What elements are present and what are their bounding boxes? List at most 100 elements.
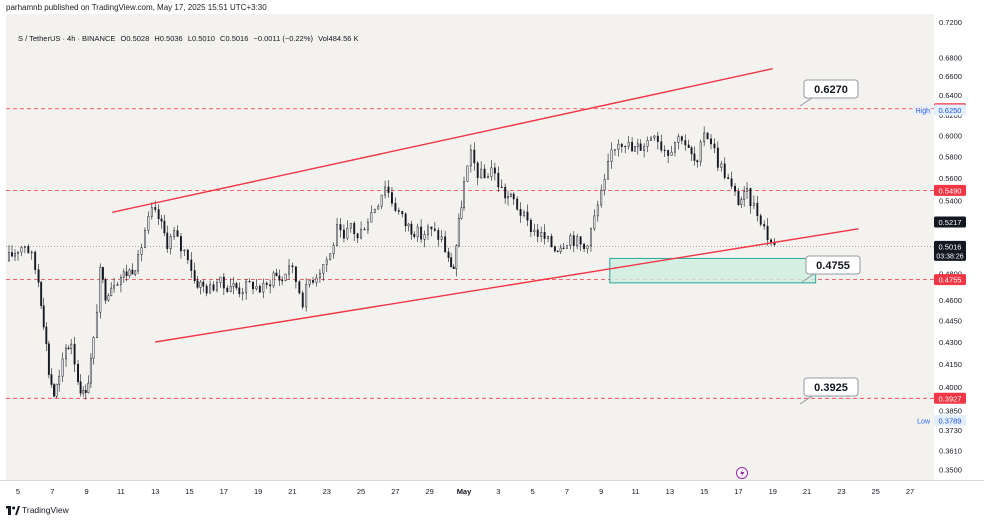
candle-body-209 [684, 140, 687, 146]
candle-body-47 [147, 216, 150, 231]
time-tick-2: 9 [85, 487, 89, 496]
candle-body-6 [27, 246, 30, 254]
callout-label-2: 0.3925 [814, 382, 848, 394]
candle-body-159 [516, 198, 519, 210]
candle-body-100 [322, 264, 325, 274]
candle-body-16 [55, 383, 58, 397]
time-tick-24: 23 [837, 487, 845, 496]
price-chart[interactable]: 0.6270 0.4755 0.3925 High Low [6, 14, 934, 480]
candle-body-96 [308, 280, 311, 285]
time-axis[interactable]: 5 7 9 11 13 15 17 19 21 23 25 27 29 May 3 5 7 9 11 13 15 17 19… [0, 480, 984, 499]
candle-body-232 [759, 215, 762, 225]
price-axis[interactable]: 0.72000.68000.66000.64000.62000.60000.58… [934, 14, 984, 480]
time-tick-15: 5 [531, 487, 535, 496]
candle-body-26 [84, 390, 87, 393]
candle-body-124 [404, 213, 407, 227]
candle-body-132 [430, 226, 433, 230]
candle-body-44 [137, 254, 140, 272]
candle-body-234 [766, 225, 769, 241]
candle-body-230 [752, 202, 755, 207]
candle-body-12 [45, 326, 48, 345]
candle-body-50 [157, 209, 160, 220]
candle-body-69 [219, 276, 222, 283]
candle-body-98 [315, 277, 318, 283]
candle-body-85 [272, 272, 275, 287]
candle-body-131 [427, 226, 429, 235]
time-tick-26: 27 [906, 487, 914, 496]
price-tick-19: 0.3500 [939, 466, 962, 475]
candle-body-185 [603, 178, 606, 191]
time-tick-5: 15 [185, 487, 193, 496]
candle-body-71 [226, 287, 229, 292]
price-tick-3: 0.6400 [939, 91, 962, 100]
time-tick-1: 7 [50, 487, 54, 496]
candle-body-195 [636, 143, 639, 147]
level-badge-2 [934, 274, 966, 286]
candle-body-189 [617, 143, 620, 150]
footer-brand: TradingView [22, 505, 69, 515]
candle-body-176 [572, 235, 575, 246]
level-badge-text-3: 0.3927 [939, 394, 962, 403]
candle-body-14 [50, 374, 53, 385]
candle-body-41 [128, 269, 131, 277]
candle-body-198 [646, 140, 649, 147]
candle-body-52 [163, 220, 166, 234]
candle-body-226 [740, 199, 743, 205]
legend-high: H0.5036 [154, 34, 183, 43]
candle-body-68 [216, 282, 218, 291]
candle-body-210 [687, 144, 690, 148]
legend-symbol: S / TetherUS · 4h · BINANCE [18, 34, 116, 43]
time-tick-6: 17 [220, 487, 228, 496]
candle-body-55 [173, 230, 176, 237]
candle-body-24 [79, 381, 82, 394]
candle-body-199 [650, 137, 652, 141]
candle-body-65 [205, 285, 208, 294]
high-label-bg [912, 104, 932, 116]
legend-open: O0.5028 [120, 34, 150, 43]
candle-body-93 [298, 281, 301, 294]
candle-body-97 [312, 280, 314, 283]
legend-volume: Vol484.56 K [318, 34, 359, 43]
candle-body-101 [325, 259, 328, 265]
candle-body-74 [235, 283, 238, 289]
candle-body-200 [653, 135, 656, 139]
candle-body-116 [377, 205, 380, 210]
candle-body-5 [23, 246, 26, 248]
level-badge-3 [934, 392, 966, 404]
candle-body-36 [113, 285, 116, 289]
candle-body-169 [550, 235, 553, 248]
candle-body-110 [356, 233, 359, 239]
price-badge-text-2: 0.5016 [939, 242, 962, 251]
candle-body-167 [543, 231, 546, 239]
candle-body-109 [353, 222, 356, 234]
time-tick-16: 7 [565, 487, 569, 496]
candle-body-155 [504, 186, 507, 199]
candle-body-156 [507, 196, 509, 199]
legend-change: −0.0011 (−0.22%) [253, 34, 314, 43]
candle-body-31 [99, 267, 102, 313]
channel-upper-line [112, 67, 773, 213]
price-tick-17: 0.3730 [939, 426, 962, 435]
candle-body-194 [634, 146, 636, 152]
candle-body-164 [533, 229, 536, 232]
candle-body-80 [255, 286, 258, 290]
candle-body-207 [677, 136, 680, 143]
candle-body-0 [8, 252, 10, 262]
chart-area[interactable]: 0.6270 0.4755 0.3925 High Low S / TetherUS ·… [6, 14, 934, 480]
candle-body-82 [262, 282, 265, 293]
price-tick-1: 0.6800 [939, 54, 962, 63]
candle-body-227 [743, 191, 746, 200]
callout-pointer-0 [799, 97, 813, 107]
candle-body-184 [600, 189, 603, 206]
candle-body-120 [391, 192, 393, 204]
candle-body-78 [248, 281, 251, 283]
candle-body-59 [186, 249, 189, 261]
price-tick-6: 0.5800 [939, 152, 962, 161]
candle-body-220 [720, 163, 723, 168]
price-badge-text-0: 0.6250 [939, 106, 962, 115]
candle-body-223 [730, 178, 733, 187]
candle-body-174 [565, 245, 568, 249]
candle-body-87 [278, 275, 281, 281]
candle-body-60 [190, 259, 193, 271]
candle-body-191 [624, 145, 627, 148]
